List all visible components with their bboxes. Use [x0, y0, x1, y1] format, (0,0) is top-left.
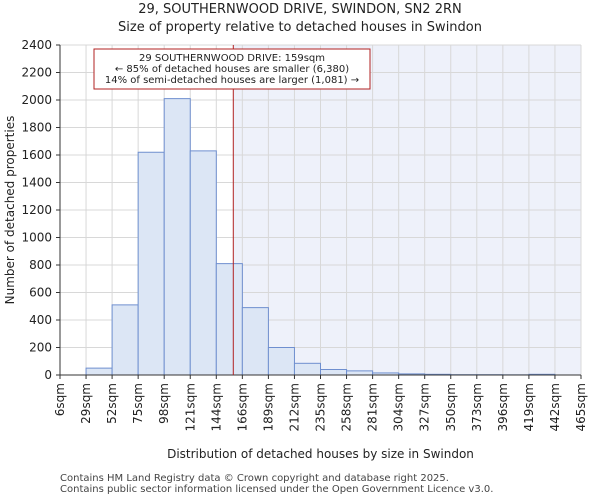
y-tick-label-4: 800: [29, 258, 52, 272]
annotation-line-1: 29 SOUTHERNWOOD DRIVE: 159sqm: [139, 53, 325, 64]
x-tick-label-15: 350sqm: [444, 383, 458, 431]
x-tick-label-0: 6sqm: [53, 383, 67, 416]
y-tick-label-6: 1200: [21, 203, 52, 217]
x-tick-label-18: 419sqm: [522, 383, 536, 431]
x-tick-label-16: 373sqm: [470, 383, 484, 431]
x-tick-label-12: 281sqm: [366, 383, 380, 431]
bar-3: [137, 151, 165, 376]
footer-line-1: Contains HM Land Registry data © Crown c…: [60, 473, 449, 484]
x-axis-label: Distribution of detached houses by size …: [167, 447, 474, 461]
y-tick-label-7: 1400: [21, 176, 52, 190]
x-tick-label-4: 98sqm: [157, 383, 171, 424]
bar-2: [111, 304, 139, 376]
bar-7: [241, 307, 269, 376]
bar-10: [320, 369, 348, 376]
annotation-box: [93, 48, 371, 90]
x-tick-label-17: 396sqm: [496, 383, 510, 431]
x-tick-label-20: 465sqm: [574, 383, 588, 431]
y-tick-label-2: 400: [29, 313, 52, 327]
y-axis-label: Number of detached properties: [3, 116, 17, 305]
y-tick-label-0: 0: [44, 368, 52, 382]
x-tick-label-10: 235sqm: [314, 383, 328, 431]
bar-1: [85, 367, 113, 376]
y-tick-label-3: 600: [29, 286, 52, 300]
y-tick-label-1: 200: [29, 341, 52, 355]
x-tick-label-2: 52sqm: [105, 383, 119, 424]
x-tick-label-14: 327sqm: [418, 383, 432, 431]
x-tick-label-5: 121sqm: [183, 383, 197, 431]
y-tick-label-10: 2000: [21, 93, 52, 107]
chart-subtitle: Size of property relative to detached ho…: [118, 20, 482, 35]
x-tick-label-6: 144sqm: [209, 383, 223, 431]
x-tick-label-3: 75sqm: [131, 383, 145, 424]
bar-4: [163, 98, 191, 376]
x-tick-label-13: 304sqm: [392, 383, 406, 431]
annotation-line-2: ← 85% of detached houses are smaller (6,…: [115, 64, 349, 75]
y-tick-label-8: 1600: [21, 148, 52, 162]
x-tick-label-7: 166sqm: [235, 383, 249, 431]
footer-line-2: Contains public sector information licen…: [60, 484, 494, 495]
y-tick-label-12: 2400: [21, 38, 52, 52]
bar-8: [267, 347, 295, 376]
bar-11: [346, 370, 374, 376]
y-tick-label-5: 1000: [21, 231, 52, 245]
x-tick-label-9: 212sqm: [287, 383, 301, 431]
x-tick-label-1: 29sqm: [79, 383, 93, 424]
y-tick-label-11: 2200: [21, 66, 52, 80]
x-tick-label-11: 258sqm: [340, 383, 354, 431]
x-tick-label-19: 442sqm: [548, 383, 562, 431]
chart-title: 29, SOUTHERNWOOD DRIVE, SWINDON, SN2 2RN: [138, 2, 462, 17]
bar-6: [215, 263, 243, 376]
x-tick-label-8: 189sqm: [261, 383, 275, 431]
annotation-line-3: 14% of semi-detached houses are larger (…: [105, 75, 359, 86]
y-tick-label-9: 1800: [21, 121, 52, 135]
bar-5: [189, 150, 217, 376]
bar-9: [293, 362, 322, 376]
